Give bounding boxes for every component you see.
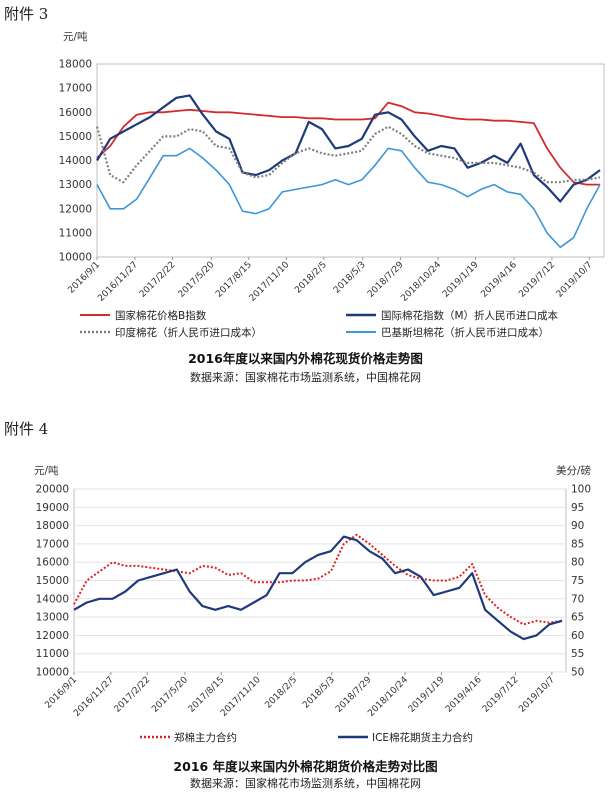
legend-label-intl-index: 国际棉花指数（M）折人民币进口成本 [381, 309, 559, 322]
y-axis-ticks: 18000 17000 16000 15000 14000 13000 12000 11000… [59, 59, 92, 264]
line-series-4 [96, 147, 601, 249]
x-tick-label: 2018/5/3 [301, 675, 337, 711]
y-tick-label: 11000 [59, 227, 92, 239]
y-tick-label: 18000 [59, 59, 92, 71]
chart-source-spot: 数据来源：国家棉花市场监测系统，中国棉花网 [190, 371, 421, 384]
y-tick-label: 20000 [36, 484, 69, 496]
y-tick-label-right: 100 [571, 484, 591, 496]
y-tick-label: 12000 [36, 630, 69, 642]
x-tick-label: 2018/7/29 [334, 675, 374, 715]
y-axis-unit-right: 美分/磅 [556, 464, 591, 477]
line-series-1 [73, 533, 563, 626]
x-tick-label: 2018/5/3 [332, 260, 368, 296]
y-tick-label: 14000 [59, 155, 92, 167]
y-tick-label-right: 70 [571, 593, 584, 605]
x-tick-label: 2017/5/20 [177, 260, 217, 300]
y-axis-ticks-right: 100 95 90 85 80 75 70 65 60 55 50 [571, 484, 591, 679]
y-tick-label: 13000 [59, 179, 92, 191]
line-series-3 [95, 125, 601, 184]
legend-label-zce: 郑棉主力合约 [174, 731, 237, 744]
y-tick-label: 16000 [36, 557, 69, 569]
legend-label-ice: ICE棉花期货主力合约 [372, 731, 473, 744]
y-tick-label-right: 80 [571, 557, 584, 569]
y-tick-label-right: 50 [571, 667, 584, 679]
x-tick-label: 2016/9/1 [66, 260, 102, 296]
legend: 郑棉主力合约 ICE棉花期货主力合约 [140, 731, 473, 744]
x-tick-label: 2017/5/20 [150, 675, 190, 715]
x-tick-label: 2018/7/29 [366, 260, 406, 300]
y-tick-label: 13000 [36, 612, 69, 624]
y-tick-label: 16000 [59, 107, 92, 119]
y-tick-label: 15000 [36, 575, 69, 587]
y-tick-label-right: 75 [571, 575, 584, 587]
x-tick-label: 2018/2/5 [264, 675, 300, 711]
y-tick-label: 18000 [36, 520, 69, 532]
chart-source-futures: 数据来源：国家棉花市场监测系统，中国棉花网 [190, 777, 421, 790]
y-tick-label: 10000 [59, 252, 92, 264]
x-tick-label: 2018/2/5 [293, 260, 329, 296]
y-tick-label-right: 65 [571, 612, 584, 624]
legend-label-india: 印度棉花（折人民币进口成本） [115, 326, 262, 339]
x-tick-label: 2017/8/15 [214, 260, 254, 300]
y-tick-label: 15000 [59, 131, 92, 143]
chart-title-spot: 2016年度以来国内外棉花现货价格走势图 [188, 351, 423, 366]
x-tick-label: 2017/2/22 [113, 675, 153, 715]
x-tick-label: 2019/1/19 [441, 260, 481, 300]
chart-title-futures: 2016 年度以来国内外棉花期货价格走势对比图 [173, 759, 438, 774]
x-tick-label: 2016/11/27 [72, 675, 116, 719]
legend: 国家棉花价格B指数 国际棉花指数（M）折人民币进口成本 印度棉花（折人民币进口成… [80, 309, 559, 339]
y-tick-label: 17000 [36, 538, 69, 550]
attachment-label-3: 附件 3 [4, 5, 49, 23]
legend-label-pakistan: 巴基斯坦棉花（折人民币进口成本） [381, 326, 549, 339]
legend-label-cn-index: 国家棉花价格B指数 [115, 309, 207, 322]
x-tick-label: 2018/10/24 [399, 260, 443, 304]
y-axis-ticks-left: 20000 19000 18000 17000 16000 15000 14000 13000… [36, 484, 69, 679]
x-tick-label: 2019/4/16 [444, 675, 484, 715]
y-tick-label: 14000 [36, 593, 69, 605]
x-tick-label: 2017/8/15 [187, 675, 227, 715]
y-tick-label: 10000 [36, 667, 69, 679]
y-tick-label: 12000 [59, 203, 92, 215]
x-tick-label: 2019/10/7 [517, 675, 557, 715]
attachment-label-4: 附件 4 [4, 420, 49, 438]
x-tick-label: 2019/4/16 [479, 260, 519, 300]
line-series-2 [73, 535, 563, 641]
x-tick-label: 2017/11/10 [248, 260, 292, 304]
x-tick-label: 2017/2/22 [138, 260, 178, 300]
y-tick-label-right: 60 [571, 630, 584, 642]
x-tick-label: 2016/9/1 [43, 675, 79, 711]
x-axis-ticks: 2016/9/12016/11/272017/2/222017/5/202017… [43, 672, 557, 719]
y-tick-label-right: 55 [571, 648, 584, 660]
y-tick-label: 19000 [36, 502, 69, 514]
y-axis-unit: 元/吨 [63, 30, 88, 43]
series-lines [73, 533, 563, 641]
series-lines [95, 94, 601, 249]
line-series-1 [96, 101, 600, 186]
spot-price-chart: 元/吨 180001700016000150001400013000120001… [59, 30, 605, 339]
x-tick-label: 2019/10/7 [555, 260, 595, 300]
y-tick-label-right: 90 [571, 520, 584, 532]
grid-lines [73, 488, 567, 673]
x-tick-label: 2019/1/19 [407, 675, 447, 715]
y-tick-label-right: 95 [571, 502, 584, 514]
line-series-2 [96, 94, 601, 203]
futures-price-chart: 元/吨 美分/磅 20000 19000 18000 17000 16000 15000 1… [34, 464, 591, 744]
y-tick-label-right: 85 [571, 538, 584, 550]
y-tick-label: 17000 [59, 83, 92, 95]
y-tick-label: 11000 [36, 648, 69, 660]
x-tick-label: 2016/11/27 [96, 260, 140, 304]
x-tick-label: 2019/7/12 [517, 260, 557, 300]
y-axis-unit-left: 元/吨 [34, 464, 59, 477]
x-tick-label: 2019/7/12 [481, 675, 521, 715]
